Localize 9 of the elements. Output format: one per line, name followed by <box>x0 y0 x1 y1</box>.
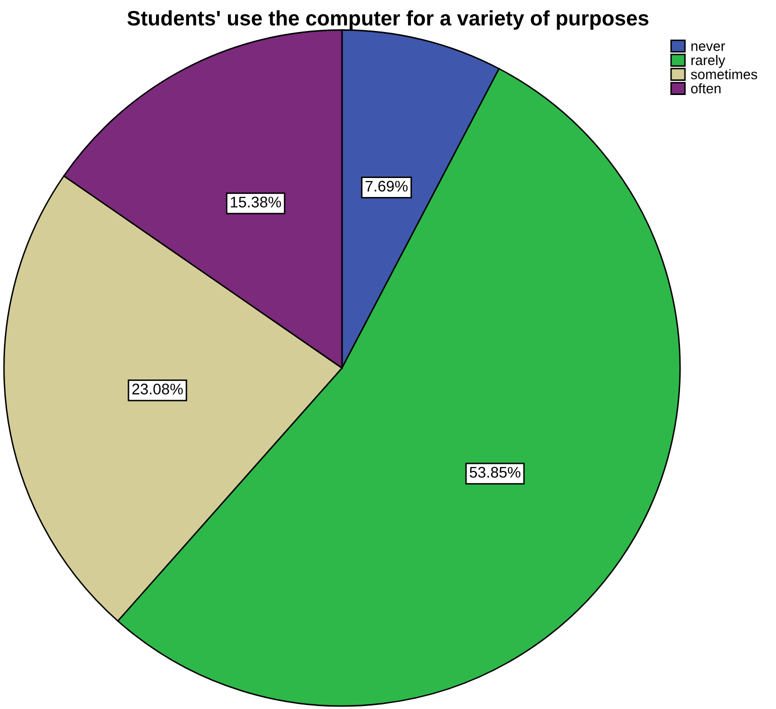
data-label: 7.69% <box>366 180 408 192</box>
legend-label: never <box>691 43 726 52</box>
data-label: 15.38% <box>230 196 281 208</box>
data-label: 23.08% <box>132 384 183 394</box>
chart-title: Students' use the computer for a variety of purposes <box>127 10 648 30</box>
legend-label: often <box>691 83 721 94</box>
data-label: 53.85% <box>470 466 520 478</box>
legend-label: sometimes <box>690 69 758 80</box>
legend-label: rarely <box>691 54 726 68</box>
